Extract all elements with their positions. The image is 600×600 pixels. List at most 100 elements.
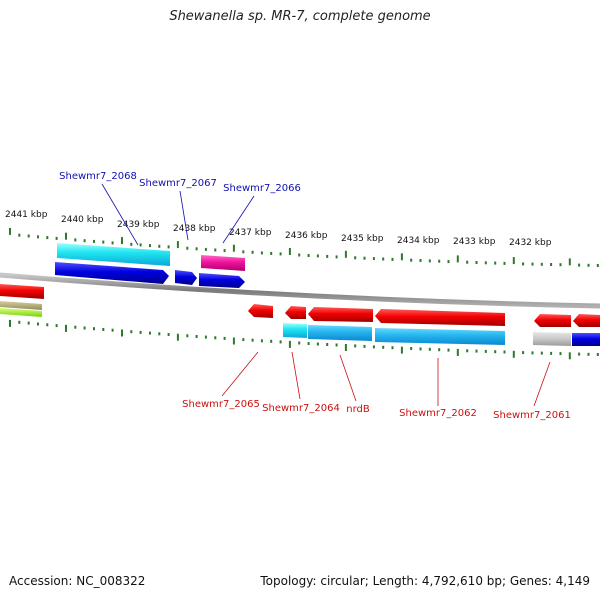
inner-minor-tick (93, 327, 95, 331)
gene-label-shewmr7-2066[interactable]: Shewmr7_2066 (223, 183, 301, 194)
inner-minor-tick (550, 351, 553, 355)
gene-label-shewmr7-2061[interactable]: Shewmr7_2061 (493, 410, 571, 421)
gene-label-shewmr7-2065[interactable]: Shewmr7_2065 (182, 399, 260, 410)
outer-minor-tick (354, 256, 357, 260)
inner-minor-tick (186, 334, 189, 338)
gene-label-shewmr7-2068[interactable]: Shewmr7_2068 (59, 171, 137, 182)
outer-tick-row (9, 227, 599, 267)
outer-major-tick (512, 257, 515, 265)
inner-minor-tick (466, 349, 469, 353)
inner-minor-tick (214, 336, 217, 340)
inner-minor-tick (372, 345, 375, 349)
inner-minor-tick (223, 336, 226, 340)
outer-major-tick (568, 258, 571, 266)
outer-minor-tick (251, 250, 254, 254)
outer-major-tick (400, 253, 403, 261)
outer-major-tick (456, 255, 459, 263)
outer-minor-tick (279, 252, 282, 256)
outer-minor-tick (139, 243, 142, 247)
inner-minor-tick (18, 320, 21, 324)
left-edge-feature-red[interactable] (0, 284, 44, 299)
inner-minor-tick (335, 343, 338, 347)
outer-minor-tick (494, 261, 497, 265)
inner-minor-tick (46, 323, 49, 327)
gene-shewmr7-2060-blue-partial[interactable] (572, 333, 600, 346)
inner-minor-tick (102, 328, 105, 331)
inner-major-tick (400, 346, 403, 354)
outer-minor-tick (102, 240, 105, 244)
inner-minor-tick (419, 347, 422, 351)
gene-shewmr7-2066-blue[interactable] (199, 273, 245, 288)
gene-shewmr7-2064-cyan[interactable] (283, 323, 307, 338)
gene-shewmr7-2061-gray[interactable] (533, 332, 571, 346)
inner-minor-tick (494, 350, 497, 354)
inner-major-tick (176, 333, 179, 341)
outer-minor-tick (372, 257, 375, 261)
inner-minor-tick (130, 330, 133, 334)
inner-minor-tick (260, 339, 263, 343)
tick-label-2436: 2436 kbp (285, 231, 328, 241)
gene-label-shewmr7-2062[interactable]: Shewmr7_2062 (399, 408, 477, 419)
tick-label-2432: 2432 kbp (509, 238, 552, 248)
inner-minor-tick (279, 340, 282, 344)
inner-minor-tick (522, 351, 525, 355)
gene-label-nrdb[interactable]: nrdB (346, 404, 370, 415)
gene-nrdb-cyan[interactable] (308, 325, 372, 341)
inner-minor-tick (74, 325, 77, 329)
inner-minor-tick (298, 341, 301, 345)
tick-label-2433: 2433 kbp (453, 237, 496, 247)
inner-minor-tick (410, 347, 413, 350)
left-edge-feature-lime[interactable] (0, 308, 42, 317)
outer-minor-tick (93, 239, 95, 243)
outer-minor-tick (466, 260, 469, 264)
outer-minor-tick (382, 257, 385, 261)
outer-minor-tick (186, 246, 189, 250)
gene-nrdb-red[interactable] (308, 307, 373, 322)
outer-minor-tick (46, 236, 49, 240)
outer-minor-tick (260, 251, 263, 255)
outer-minor-tick (307, 254, 310, 257)
tick-label-2435: 2435 kbp (341, 234, 384, 244)
inner-minor-tick (559, 352, 562, 356)
inner-minor-tick (484, 349, 487, 353)
gene-shewmr7-2062-red[interactable] (375, 309, 505, 326)
gene-shewmr7-2060-red-partial[interactable] (573, 314, 600, 327)
outer-minor-tick (316, 254, 319, 258)
gene-shewmr7-2065-red[interactable] (248, 304, 273, 318)
inner-minor-tick (270, 339, 273, 343)
inner-minor-tick (316, 342, 319, 346)
outer-major-tick (121, 237, 123, 245)
outer-minor-tick (130, 242, 133, 246)
inner-minor-tick (83, 326, 86, 330)
outer-minor-tick (484, 261, 487, 265)
outer-minor-tick (503, 261, 506, 265)
inner-minor-tick (37, 322, 39, 326)
outer-minor-tick (596, 264, 599, 267)
inner-minor-tick (158, 332, 161, 336)
gene-shewmr7-2061-red[interactable] (534, 314, 571, 327)
inner-minor-tick (540, 351, 543, 355)
inner-minor-tick (391, 346, 394, 350)
gene-shewmr7-2066-pink[interactable] (201, 255, 245, 271)
gene-shewmr7-2067-blue[interactable] (175, 270, 197, 285)
inner-major-tick (9, 319, 11, 327)
inner-major-tick (568, 352, 571, 360)
outer-minor-tick (531, 262, 534, 266)
gene-shewmr7-2062-cyan[interactable] (375, 328, 505, 345)
gene-shewmr7-2064-red[interactable] (285, 306, 306, 319)
gene-label-shewmr7-2067[interactable]: Shewmr7_2067 (139, 178, 217, 189)
gene-shewmr7-2068-blue[interactable] (55, 262, 169, 284)
tick-label-2440: 2440 kbp (61, 215, 104, 225)
gene-label-shewmr7-2064[interactable]: Shewmr7_2064 (262, 403, 340, 414)
inner-minor-tick (363, 344, 366, 348)
outer-minor-tick (270, 251, 273, 255)
outer-major-tick (65, 232, 67, 240)
gene-shewmr7-2068-cyan[interactable] (57, 243, 170, 266)
left-edge-feature-olive[interactable] (0, 301, 42, 310)
outer-minor-tick (428, 259, 431, 263)
inner-major-tick (121, 329, 123, 337)
outer-minor-tick (391, 257, 394, 261)
inner-minor-tick (139, 330, 142, 334)
inner-minor-tick (382, 345, 385, 349)
